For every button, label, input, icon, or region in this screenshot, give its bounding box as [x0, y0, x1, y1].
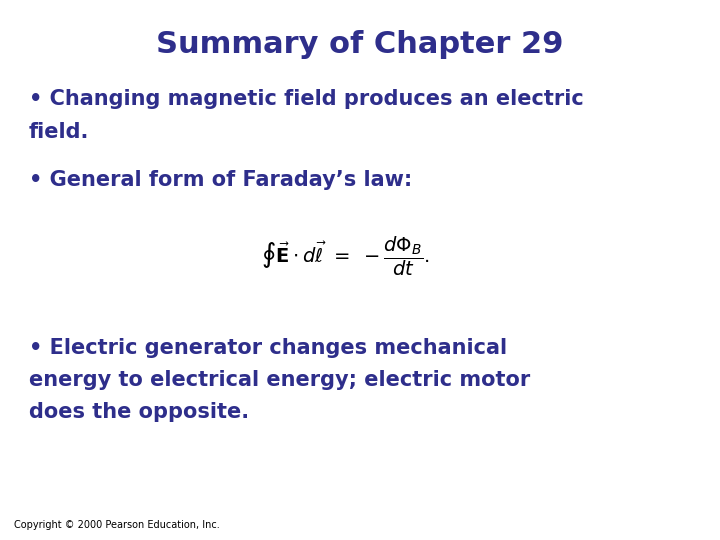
Text: does the opposite.: does the opposite. [29, 402, 249, 422]
Text: $\oint \vec{\mathbf{E}} \cdot d\vec{\ell} \ = \ -\dfrac{d\Phi_B}{dt}.$: $\oint \vec{\mathbf{E}} \cdot d\vec{\ell… [261, 235, 430, 278]
Text: • General form of Faraday’s law:: • General form of Faraday’s law: [29, 170, 412, 190]
Text: Summary of Chapter 29: Summary of Chapter 29 [156, 30, 564, 59]
Text: energy to electrical energy; electric motor: energy to electrical energy; electric mo… [29, 370, 530, 390]
Text: • Electric generator changes mechanical: • Electric generator changes mechanical [29, 338, 507, 357]
Text: field.: field. [29, 122, 89, 141]
Text: • Changing magnetic field produces an electric: • Changing magnetic field produces an el… [29, 89, 583, 109]
Text: Copyright © 2000 Pearson Education, Inc.: Copyright © 2000 Pearson Education, Inc. [14, 520, 220, 530]
